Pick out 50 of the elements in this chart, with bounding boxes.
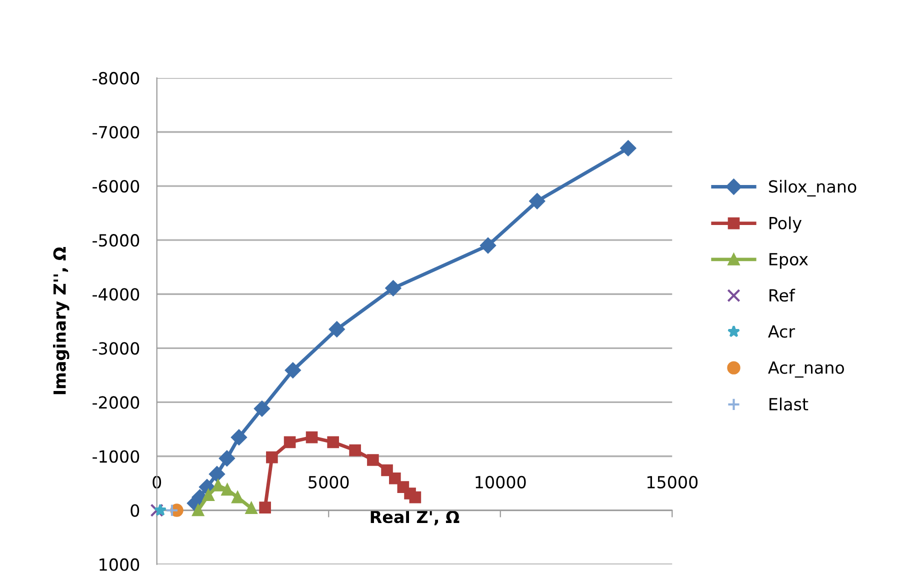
point: [232, 491, 244, 504]
point: [165, 504, 179, 517]
y-axis-title: Imaginary Z'', Ω: [53, 247, 70, 394]
point: [349, 444, 361, 456]
point: [328, 321, 345, 338]
legend-label: Acr_nano: [768, 362, 844, 378]
point: [266, 451, 278, 464]
point: [620, 140, 636, 156]
x-tick-label: 0: [152, 476, 162, 488]
point: [327, 436, 339, 448]
x-tick-label: 10000: [476, 476, 526, 488]
point: [367, 454, 379, 466]
y-tick-label: -4000: [92, 288, 140, 301]
legend-label: Acr: [768, 325, 796, 338]
point: [254, 400, 270, 417]
y-tick-label: -7000: [92, 126, 140, 139]
y-tick-label: 0: [130, 504, 140, 517]
point: [529, 193, 546, 210]
point: [245, 502, 258, 514]
legend-label: Epox: [770, 253, 808, 269]
point: [389, 472, 401, 484]
y-tick-label: -2000: [92, 396, 140, 409]
legend-label: Silox_nano: [769, 180, 856, 196]
point: [480, 238, 496, 254]
y-tick-label: 1000: [100, 558, 140, 571]
y-tick-label: -1000: [92, 450, 140, 463]
y-tick-label: -6000: [92, 180, 140, 193]
point: [409, 491, 422, 504]
point: [209, 466, 225, 482]
y-tick-label: -5000: [92, 234, 140, 247]
point: [259, 502, 271, 514]
point: [381, 464, 393, 476]
legend-label: Ref: [770, 288, 796, 302]
point: [385, 280, 402, 296]
point: [284, 436, 296, 448]
x-axis-title: Real Z', Ω: [370, 510, 460, 526]
point: [221, 484, 234, 496]
y-tick-label: -8000: [92, 72, 140, 85]
point: [306, 431, 318, 444]
y-tick-label: -3000: [92, 342, 140, 355]
point: [202, 489, 214, 502]
legend-label: Elast: [770, 398, 808, 410]
legend-label: Poly: [770, 216, 802, 233]
x-tick-label: 15000: [647, 476, 698, 488]
point: [192, 504, 204, 516]
point: [212, 480, 224, 492]
point: [219, 450, 235, 466]
point: [284, 362, 301, 378]
point: [231, 429, 247, 446]
x-tick-label: 5000: [308, 476, 349, 488]
